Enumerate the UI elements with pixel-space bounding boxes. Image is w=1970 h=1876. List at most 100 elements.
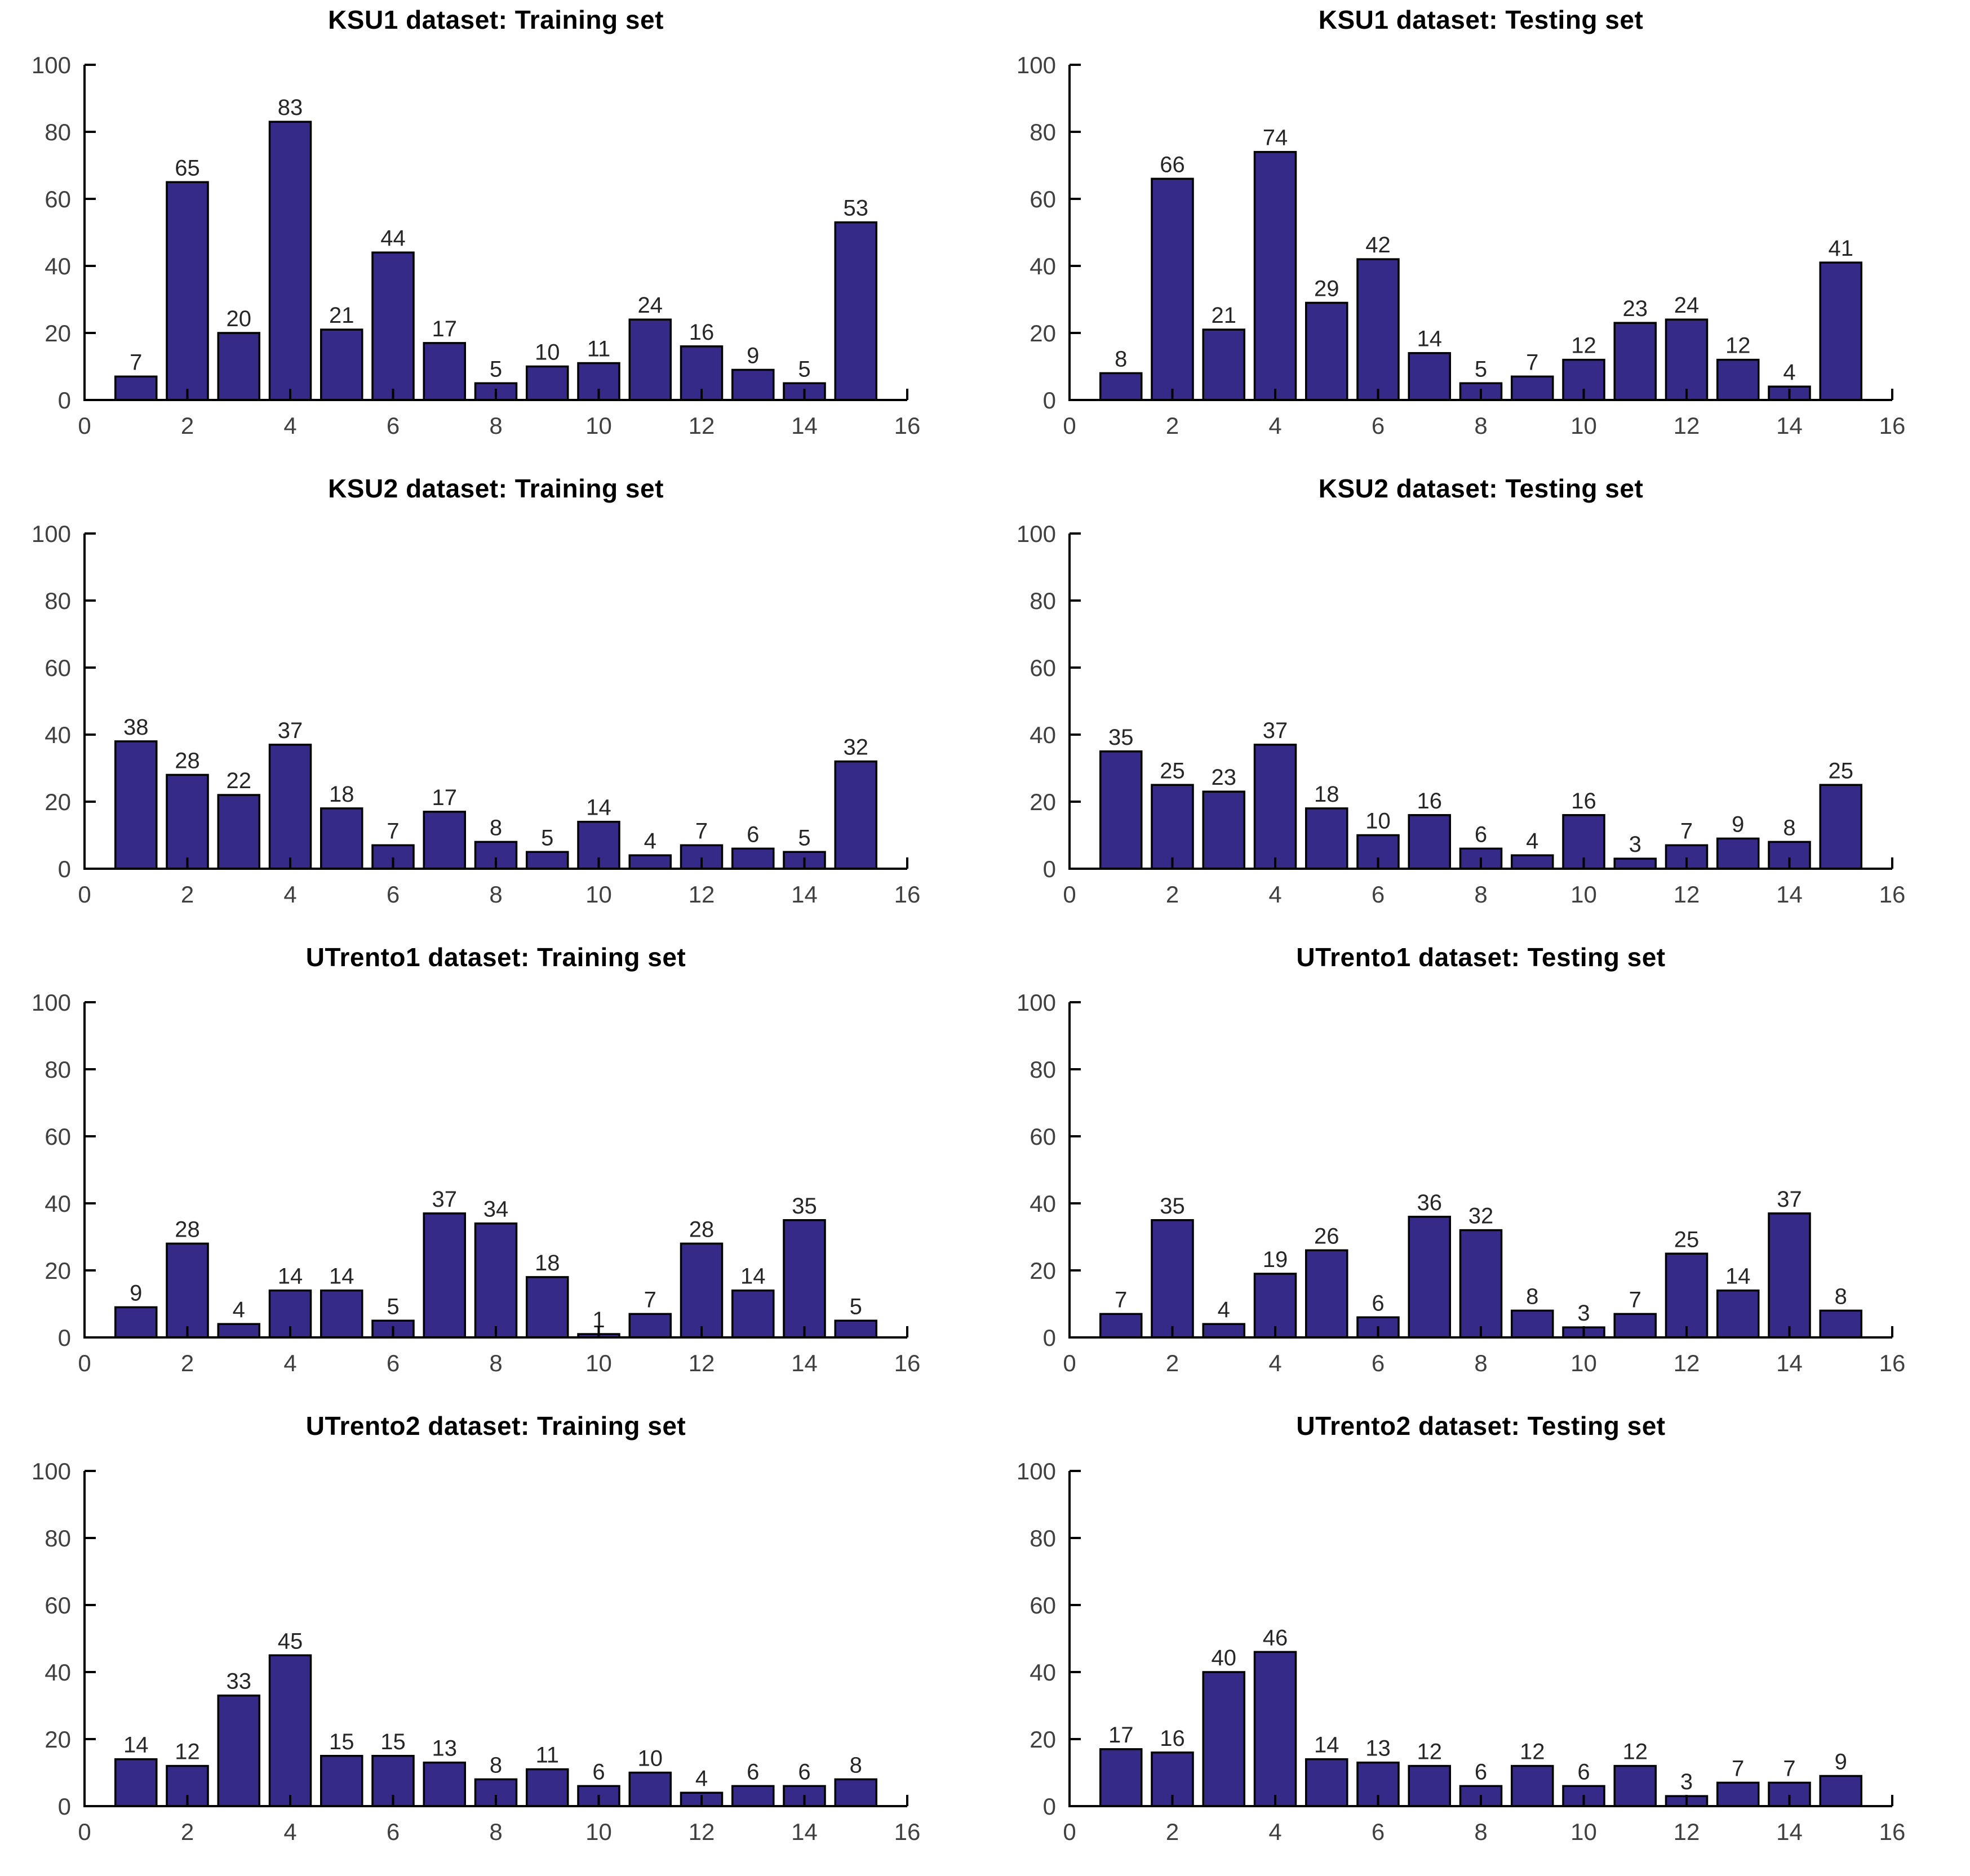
svg-text:16: 16 [894,412,921,439]
svg-text:20: 20 [1030,1726,1056,1753]
svg-text:66: 66 [1160,152,1185,177]
svg-text:26: 26 [1314,1224,1339,1248]
svg-text:4: 4 [1268,1350,1281,1376]
svg-text:35: 35 [1108,725,1134,750]
svg-text:2: 2 [1166,881,1179,908]
svg-text:12: 12 [1725,334,1751,358]
svg-text:11: 11 [535,1743,559,1768]
svg-text:6: 6 [1475,822,1487,847]
svg-text:80: 80 [45,1525,71,1552]
svg-text:0: 0 [1063,412,1076,439]
svg-text:20: 20 [45,789,71,815]
svg-text:35: 35 [792,1194,817,1219]
svg-text:10: 10 [1365,809,1391,834]
svg-text:100: 100 [32,1458,71,1484]
svg-text:80: 80 [45,119,71,145]
svg-text:9: 9 [747,343,759,368]
svg-text:14: 14 [1776,1350,1803,1376]
svg-text:14: 14 [791,881,818,908]
svg-text:16: 16 [1879,881,1906,908]
svg-text:14: 14 [123,1733,149,1758]
svg-text:12: 12 [1417,1740,1443,1764]
svg-text:19: 19 [1263,1247,1288,1272]
svg-text:12: 12 [175,1740,200,1764]
svg-text:14: 14 [278,1264,303,1289]
svg-text:14: 14 [1314,1733,1339,1758]
svg-text:0: 0 [58,856,71,882]
svg-text:12: 12 [1674,1350,1700,1376]
svg-text:20: 20 [1030,320,1056,346]
svg-text:80: 80 [45,588,71,614]
chart-utrento1-testing: UTrento1 dataset: Testing set 7 35 4 19 26 6 3… [985,937,1970,1406]
svg-text:60: 60 [45,1123,71,1150]
svg-text:12: 12 [689,412,715,439]
bar-chart-canvas-utrento1-training: 9 28 4 14 14 5 37 34 18 1 7 28 14 35 5 0 20 40 60 80 100 0 2 4 6… [32,989,920,1376]
svg-text:45: 45 [278,1629,303,1653]
svg-text:6: 6 [1475,1759,1487,1784]
svg-text:8: 8 [850,1753,862,1777]
svg-text:10: 10 [1570,881,1597,908]
chart-title-ksu2-testing: KSU2 dataset: Testing set [1318,474,1644,503]
svg-text:16: 16 [1879,412,1906,439]
svg-text:14: 14 [586,795,611,820]
svg-text:80: 80 [1030,119,1056,145]
svg-text:10: 10 [585,1350,612,1376]
svg-text:16: 16 [1879,1819,1906,1845]
svg-text:8: 8 [490,815,502,840]
svg-text:5: 5 [490,357,502,381]
svg-text:13: 13 [432,1736,458,1761]
svg-text:0: 0 [58,1793,71,1820]
svg-text:6: 6 [1372,1819,1385,1845]
svg-text:17: 17 [432,785,458,810]
svg-text:0: 0 [58,387,71,414]
svg-text:6: 6 [1372,881,1385,908]
svg-text:44: 44 [380,226,406,251]
svg-text:12: 12 [1623,1740,1648,1764]
svg-text:20: 20 [1030,1257,1056,1284]
svg-text:8: 8 [1526,1284,1538,1309]
svg-text:24: 24 [1674,293,1700,318]
svg-text:4: 4 [283,1350,296,1376]
svg-text:8: 8 [1115,346,1127,371]
svg-text:36: 36 [1417,1190,1443,1215]
chart-utrento2-testing: UTrento2 dataset: Testing set 17 16 40 46 14… [985,1406,1970,1875]
svg-text:32: 32 [1468,1204,1494,1229]
svg-text:33: 33 [227,1669,252,1694]
svg-text:6: 6 [747,1759,759,1784]
svg-text:100: 100 [1017,1458,1056,1484]
svg-text:0: 0 [58,1324,71,1351]
svg-text:5: 5 [850,1294,862,1319]
svg-text:1: 1 [592,1308,605,1332]
svg-text:100: 100 [1017,989,1056,1016]
svg-text:60: 60 [45,1592,71,1619]
svg-text:7: 7 [387,819,399,843]
svg-text:7: 7 [1680,819,1693,843]
svg-text:6: 6 [1372,412,1385,439]
svg-text:0: 0 [78,1819,91,1845]
svg-text:16: 16 [1417,789,1443,813]
svg-text:6: 6 [798,1759,810,1784]
svg-text:0: 0 [1043,387,1056,414]
svg-text:7: 7 [1783,1756,1795,1781]
svg-text:8: 8 [489,1350,502,1376]
svg-text:16: 16 [894,1819,921,1845]
chart-title-ksu1-testing: KSU1 dataset: Testing set [1318,5,1644,34]
svg-text:15: 15 [380,1730,406,1754]
svg-text:8: 8 [490,1753,502,1777]
svg-text:0: 0 [1063,881,1076,908]
svg-text:8: 8 [489,412,502,439]
svg-text:12: 12 [689,1819,715,1845]
svg-text:20: 20 [45,1726,71,1753]
svg-text:60: 60 [45,655,71,681]
bar-chart-canvas-ksu2-training: 38 28 22 37 18 7 17 8 5 14 4 7 6 5 32 0 20 40 60 80 100 0 2 4 6 8… [32,521,920,908]
svg-text:65: 65 [175,155,200,180]
svg-text:7: 7 [1526,350,1538,375]
chart-ksu2-testing: KSU2 dataset: Testing set 35 25 23 37 18 10 16… [985,469,1970,937]
svg-text:16: 16 [1571,789,1596,813]
svg-text:100: 100 [1017,521,1056,547]
svg-text:23: 23 [1212,765,1237,790]
svg-text:60: 60 [45,186,71,212]
svg-text:18: 18 [329,782,354,807]
svg-text:6: 6 [1372,1291,1384,1315]
